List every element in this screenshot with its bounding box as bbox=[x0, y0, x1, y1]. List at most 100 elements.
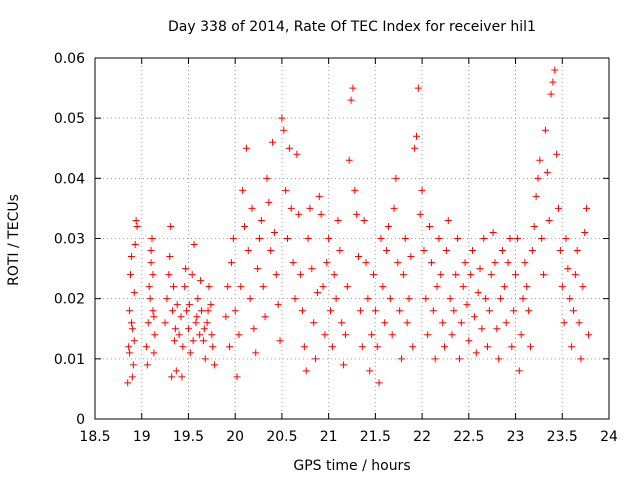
data-point-marker bbox=[409, 343, 417, 351]
data-point-marker bbox=[412, 132, 420, 140]
data-point-marker bbox=[270, 228, 278, 236]
data-point-marker bbox=[142, 343, 150, 351]
data-point-marker bbox=[575, 319, 583, 327]
data-point-marker bbox=[222, 313, 230, 321]
data-point-marker bbox=[169, 307, 177, 315]
data-point-marker bbox=[543, 168, 551, 176]
data-point-marker bbox=[168, 373, 176, 381]
data-point-marker bbox=[353, 210, 361, 218]
data-point-marker bbox=[340, 361, 348, 369]
data-point-marker bbox=[280, 126, 288, 134]
data-point-marker bbox=[205, 283, 213, 291]
data-point-marker bbox=[534, 174, 542, 182]
data-point-marker bbox=[129, 361, 137, 369]
data-point-marker bbox=[506, 235, 514, 242]
data-point-marker bbox=[201, 355, 209, 363]
data-point-marker bbox=[521, 259, 529, 267]
data-point-marker bbox=[254, 265, 262, 273]
data-point-marker bbox=[579, 283, 587, 291]
data-point-marker bbox=[298, 307, 306, 315]
data-point-marker bbox=[446, 295, 454, 303]
data-point-marker bbox=[147, 247, 155, 255]
data-point-marker bbox=[179, 343, 187, 351]
data-point-marker bbox=[291, 295, 299, 303]
data-point-marker bbox=[523, 283, 531, 291]
data-point-marker bbox=[394, 259, 402, 267]
data-point-marker bbox=[549, 78, 557, 86]
data-point-marker bbox=[448, 331, 456, 339]
data-point-marker bbox=[224, 283, 232, 291]
data-point-marker bbox=[484, 343, 492, 351]
data-point-marker bbox=[536, 156, 544, 164]
data-point-marker bbox=[429, 307, 437, 315]
data-point-marker bbox=[235, 331, 243, 339]
data-point-marker bbox=[469, 247, 477, 255]
data-point-marker bbox=[148, 235, 156, 242]
data-point-marker bbox=[358, 343, 366, 351]
data-point-marker bbox=[128, 325, 136, 333]
data-point-marker bbox=[170, 283, 178, 291]
data-point-marker bbox=[149, 307, 157, 315]
x-tick-label: 20.5 bbox=[266, 429, 297, 445]
data-point-marker bbox=[332, 295, 340, 303]
data-point-marker bbox=[547, 90, 555, 98]
data-point-marker bbox=[422, 295, 430, 303]
data-point-marker bbox=[371, 307, 379, 315]
data-point-marker bbox=[452, 271, 460, 279]
data-point-marker bbox=[321, 331, 329, 339]
data-point-marker bbox=[373, 343, 381, 351]
data-point-marker bbox=[457, 319, 465, 327]
data-point-marker bbox=[390, 204, 398, 212]
data-point-marker bbox=[482, 295, 490, 303]
data-point-marker bbox=[541, 126, 549, 134]
data-point-marker bbox=[161, 319, 169, 327]
y-tick-label: 0.06 bbox=[54, 51, 85, 67]
data-point-marker bbox=[420, 247, 428, 255]
x-tick-label: 18.5 bbox=[79, 429, 110, 445]
x-axis-label: GPS time / hours bbox=[293, 458, 410, 474]
data-point-marker bbox=[442, 247, 450, 255]
data-point-marker bbox=[478, 325, 486, 333]
data-point-marker bbox=[304, 235, 312, 242]
data-point-marker bbox=[364, 295, 372, 303]
data-point-marker bbox=[377, 235, 385, 242]
axis-ticks bbox=[94, 57, 610, 420]
data-point-marker bbox=[312, 355, 320, 363]
data-point-marker bbox=[188, 271, 196, 279]
data-point-marker bbox=[431, 355, 439, 363]
data-point-marker bbox=[465, 337, 473, 345]
data-point-marker bbox=[165, 271, 173, 279]
data-point-marker bbox=[545, 216, 553, 224]
data-point-marker bbox=[517, 331, 525, 339]
data-point-marker bbox=[208, 331, 216, 339]
x-tick-label: 23.5 bbox=[547, 429, 578, 445]
data-point-marker bbox=[500, 283, 508, 291]
data-point-marker bbox=[125, 343, 133, 351]
data-point-marker bbox=[467, 271, 475, 279]
data-point-marker bbox=[287, 204, 295, 212]
data-point-marker bbox=[167, 222, 175, 230]
data-point-marker bbox=[150, 313, 158, 321]
data-point-marker bbox=[426, 222, 434, 230]
data-point-marker bbox=[566, 295, 574, 303]
data-point-marker bbox=[172, 367, 180, 375]
data-point-marker bbox=[356, 307, 364, 315]
y-tick-label: 0.01 bbox=[54, 352, 85, 368]
data-point-marker bbox=[267, 247, 275, 255]
x-tick-label: 21 bbox=[320, 429, 338, 445]
chart-title: Day 338 of 2014, Rate Of TEC Index for r… bbox=[168, 19, 536, 35]
data-point-marker bbox=[502, 319, 510, 327]
data-point-marker bbox=[276, 337, 284, 345]
data-point-marker bbox=[130, 337, 138, 345]
data-point-marker bbox=[470, 313, 478, 321]
data-point-marker bbox=[227, 259, 235, 267]
data-point-marker bbox=[194, 295, 202, 303]
x-tick-labels: 18.5 19 19.5 20 20.5 21 21.5 22 22.5 23 23.5 24 bbox=[79, 429, 618, 445]
data-point-marker bbox=[300, 343, 308, 351]
data-point-marker bbox=[199, 337, 207, 345]
data-point-marker bbox=[424, 331, 432, 339]
data-point-marker bbox=[231, 307, 239, 315]
data-point-marker bbox=[185, 301, 193, 309]
data-point-marker bbox=[362, 259, 370, 267]
y-tick-label: 0.03 bbox=[54, 232, 85, 248]
